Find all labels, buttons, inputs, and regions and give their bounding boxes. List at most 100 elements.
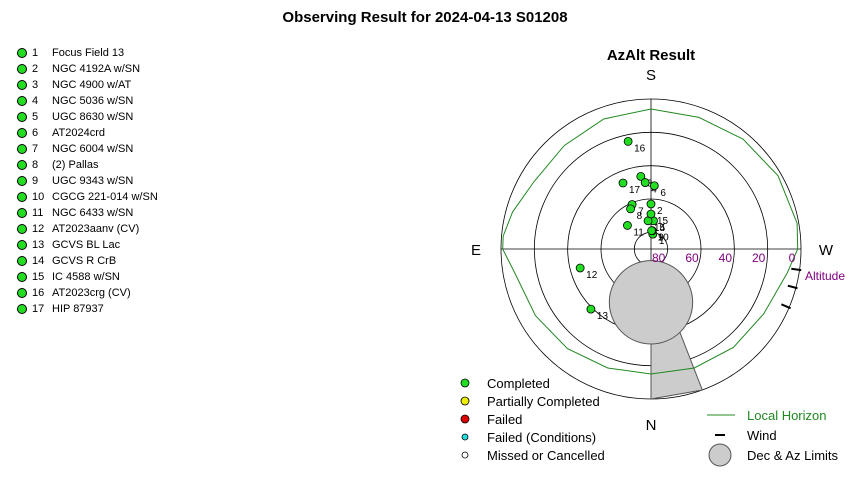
target-point-label: 12 bbox=[586, 270, 598, 281]
status-dot-icon bbox=[17, 288, 27, 298]
target-name: GCVS R CrB bbox=[52, 255, 117, 267]
target-name: (2) Pallas bbox=[52, 159, 99, 171]
status-dot-icon bbox=[17, 256, 27, 266]
target-point-label: 6 bbox=[660, 188, 666, 199]
target-point-label: 13 bbox=[597, 311, 609, 322]
target-name: GCVS BL Lac bbox=[52, 239, 121, 251]
status-dot-icon bbox=[17, 192, 27, 202]
target-number: 16 bbox=[32, 287, 45, 299]
target-number: 14 bbox=[32, 255, 45, 267]
dec-limit-circle bbox=[608, 260, 694, 345]
altitude-tick-label: 60 bbox=[685, 251, 699, 265]
target-point-label: 10 bbox=[658, 233, 670, 244]
target-name: AT2023crg (CV) bbox=[52, 287, 131, 299]
target-point bbox=[586, 304, 596, 314]
status-dot-icon bbox=[17, 80, 27, 90]
target-name: NGC 6433 w/SN bbox=[52, 207, 134, 219]
target-point-label: 14 bbox=[654, 223, 666, 234]
compass-south: S bbox=[646, 67, 656, 84]
target-name: NGC 4900 w/AT bbox=[52, 79, 132, 91]
target-number: 8 bbox=[32, 159, 39, 171]
target-point-label: 1 bbox=[659, 236, 665, 247]
legend-partial-label: Partially Completed bbox=[487, 394, 600, 409]
target-name: NGC 4192A w/SN bbox=[52, 63, 141, 75]
status-dot-icon bbox=[17, 144, 27, 154]
target-number: 7 bbox=[32, 143, 39, 155]
target-point bbox=[618, 178, 628, 188]
target-point-label: 7 bbox=[638, 207, 644, 218]
compass-north: N bbox=[646, 417, 657, 434]
target-number: 3 bbox=[32, 79, 39, 91]
target-number: 9 bbox=[32, 175, 39, 187]
target-point-label: 15 bbox=[657, 216, 669, 227]
target-name: AT2023aanv (CV) bbox=[52, 223, 140, 235]
legend-wind-label: Wind bbox=[747, 428, 777, 443]
chart-title: AzAlt Result bbox=[607, 47, 695, 64]
status-dot-icon bbox=[17, 304, 27, 314]
status-dot-icon bbox=[17, 160, 27, 170]
target-name: UGC 9343 w/SN bbox=[52, 175, 134, 187]
target-point bbox=[646, 209, 656, 219]
target-name: Focus Field 13 bbox=[52, 47, 125, 59]
target-name: IC 4588 w/SN bbox=[52, 271, 120, 283]
altitude-tick-label: 80 bbox=[652, 251, 666, 265]
altitude-axis-label: Altitude bbox=[805, 269, 845, 283]
target-point bbox=[646, 199, 656, 209]
target-number: 15 bbox=[32, 271, 45, 283]
altitude-tick-label: 20 bbox=[752, 251, 766, 265]
compass-west: W bbox=[819, 242, 834, 259]
status-dot-icon bbox=[17, 176, 27, 186]
target-number: 17 bbox=[32, 303, 45, 315]
legend-missed-label: Missed or Cancelled bbox=[487, 448, 605, 463]
target-point bbox=[636, 171, 646, 181]
target-point bbox=[626, 204, 635, 214]
status-dot-icon bbox=[17, 128, 27, 138]
page-title: Observing Result for 2024-04-13 S01208 bbox=[282, 9, 568, 26]
status-dot-icon bbox=[17, 48, 27, 58]
target-point-label: 9 bbox=[658, 233, 664, 244]
target-point-label: 5 bbox=[659, 223, 665, 234]
target-number: 13 bbox=[32, 239, 45, 251]
target-point-label: 11 bbox=[633, 227, 644, 238]
target-point-label: 16 bbox=[634, 143, 646, 154]
wind-mark bbox=[791, 267, 802, 272]
target-number: 6 bbox=[32, 127, 39, 139]
status-dot-icon bbox=[17, 240, 27, 250]
target-point-label: 8 bbox=[637, 211, 643, 222]
wind-mark bbox=[787, 284, 798, 290]
legend-completed-marker bbox=[460, 378, 470, 388]
target-point bbox=[640, 178, 650, 187]
target-number: 2 bbox=[32, 63, 39, 75]
legend-failed-marker bbox=[460, 414, 470, 424]
compass-east: E bbox=[471, 242, 481, 259]
target-point bbox=[623, 137, 633, 146]
target-point bbox=[647, 226, 657, 236]
status-dot-icon bbox=[17, 272, 27, 282]
target-point bbox=[575, 263, 585, 273]
target-point-label: 2 bbox=[657, 206, 663, 217]
status-dot-icon bbox=[17, 208, 27, 218]
legend-failed_conditions-marker bbox=[461, 433, 469, 441]
status-dot-icon bbox=[17, 96, 27, 106]
target-number: 4 bbox=[32, 95, 39, 107]
target-number: 12 bbox=[32, 223, 45, 235]
target-point bbox=[623, 221, 632, 230]
legend-limits-marker bbox=[708, 443, 732, 467]
status-dot-icon bbox=[17, 224, 27, 234]
legend-missed-marker bbox=[461, 451, 469, 459]
target-number: 1 bbox=[32, 47, 39, 59]
legend-horizon-label: Local Horizon bbox=[747, 408, 827, 423]
target-point bbox=[649, 181, 659, 191]
legend-completed-label: Completed bbox=[487, 376, 550, 391]
target-point-label: 17 bbox=[629, 185, 641, 196]
target-number: 5 bbox=[32, 111, 39, 123]
target-number: 11 bbox=[32, 207, 44, 219]
target-name: NGC 6004 w/SN bbox=[52, 143, 134, 155]
target-name: AT2024crd bbox=[52, 127, 105, 139]
target-name: CGCG 221-014 w/SN bbox=[52, 191, 158, 203]
legend-failed_conditions-label: Failed (Conditions) bbox=[487, 430, 596, 445]
target-name: NGC 5036 w/SN bbox=[52, 95, 134, 107]
status-dot-icon bbox=[17, 112, 27, 122]
target-name: UGC 8630 w/SN bbox=[52, 111, 134, 123]
